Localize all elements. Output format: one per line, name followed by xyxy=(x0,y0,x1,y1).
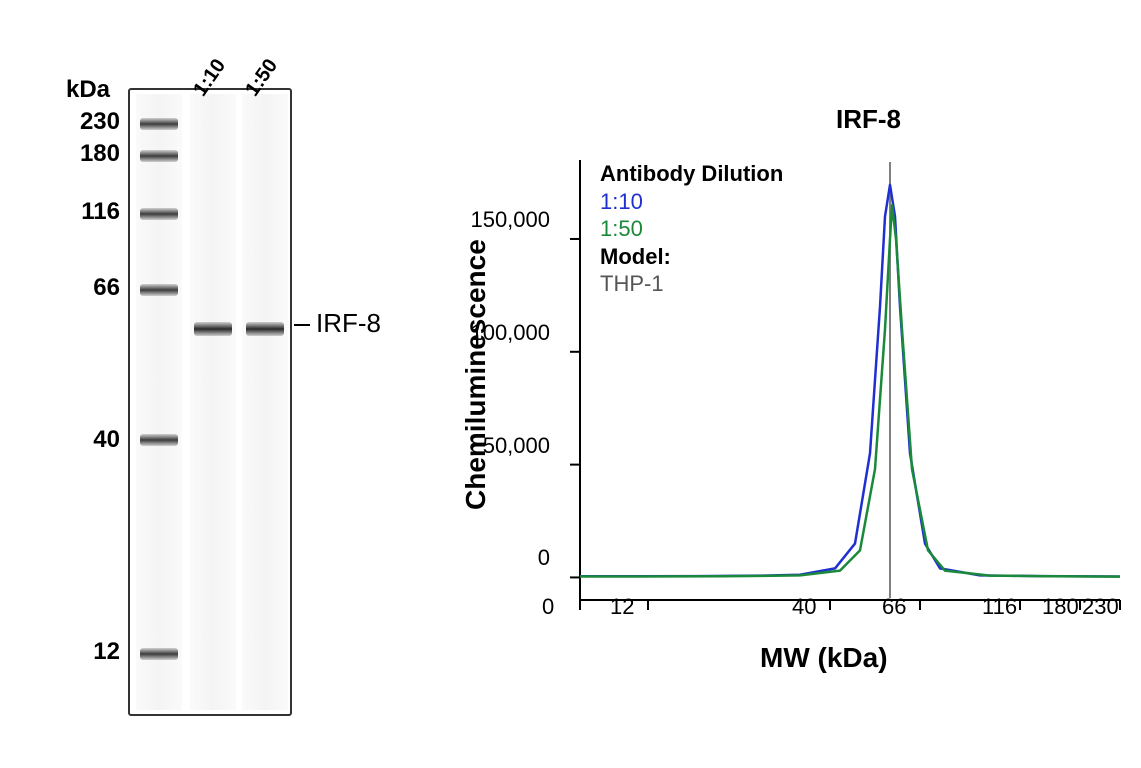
legend-item: 1:50 xyxy=(600,215,783,243)
legend-model-title: Model: xyxy=(600,243,783,271)
ladder-band xyxy=(140,648,178,660)
legend-item: 1:10 xyxy=(600,188,783,216)
x-tick-label: 40 xyxy=(792,594,816,620)
mw-tick-label: 40 xyxy=(64,426,120,454)
ladder-band xyxy=(140,118,178,130)
peak-label: IRF-8 xyxy=(836,104,901,135)
electropherogram-chart-panel: Chemiluminescence 050,000100,000150,000 … xyxy=(420,30,1101,730)
x-tick-label: 66 xyxy=(882,594,906,620)
ladder-band xyxy=(140,208,178,220)
y-tick-label: 150,000 xyxy=(450,207,550,233)
x-tick-label: 230 xyxy=(1082,594,1119,620)
ladder-band xyxy=(140,434,178,446)
sample-lane-1 xyxy=(190,94,236,710)
sample-band xyxy=(194,322,232,336)
chart-legend: Antibody Dilution1:101:50Model:THP-1 xyxy=(600,160,783,298)
y-tick-label: 50,000 xyxy=(450,433,550,459)
ladder-band xyxy=(140,150,178,162)
sample-lane-2 xyxy=(242,94,288,710)
y-axis-title: Chemiluminescence xyxy=(460,239,492,510)
sample-band xyxy=(246,322,284,336)
mw-tick-label: 116 xyxy=(64,198,120,226)
x-axis-title: MW (kDa) xyxy=(760,642,888,674)
x-tick-label: 180 xyxy=(1042,594,1079,620)
mw-tick-label: 180 xyxy=(64,140,120,168)
western-blot-gel-panel: kDa 230180116664012 1:10 1:50 IRF-8 xyxy=(40,30,420,730)
x-tick-label: 12 xyxy=(610,594,634,620)
legend-title: Antibody Dilution xyxy=(600,160,783,188)
x-tick-label: 0 xyxy=(542,594,554,620)
band-pointer-tick xyxy=(294,324,310,326)
ladder-band xyxy=(140,284,178,296)
ladder-lane xyxy=(136,94,182,710)
x-tick-label: 116 xyxy=(982,594,1017,620)
mw-tick-label: 12 xyxy=(64,638,120,666)
kda-header: kDa xyxy=(66,76,110,104)
band-label: IRF-8 xyxy=(316,308,381,339)
mw-tick-label: 66 xyxy=(64,274,120,302)
y-tick-label: 100,000 xyxy=(450,320,550,346)
y-tick-label: 0 xyxy=(450,545,550,571)
gel-box xyxy=(128,88,292,716)
legend-model-value: THP-1 xyxy=(600,270,783,298)
mw-tick-label: 230 xyxy=(64,108,120,136)
